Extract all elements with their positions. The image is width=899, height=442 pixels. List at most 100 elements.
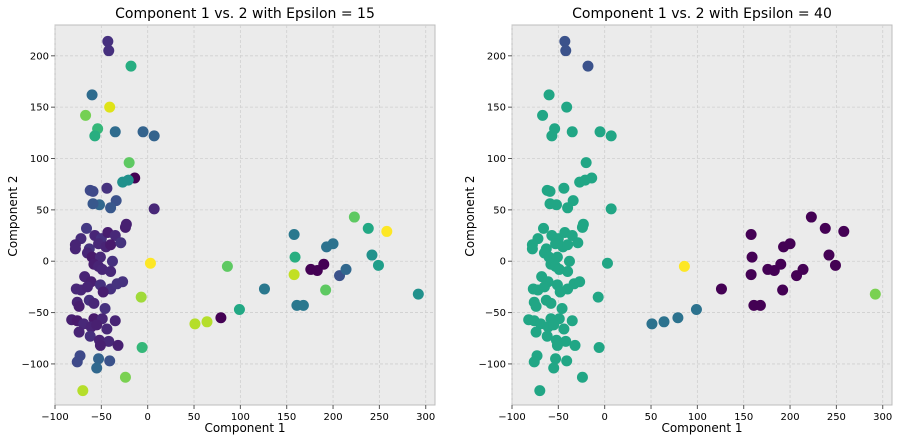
- data-point: [88, 297, 100, 309]
- x-tick-label: 100: [231, 412, 250, 423]
- data-point: [327, 238, 339, 250]
- data-point: [148, 203, 160, 215]
- data-point: [77, 385, 89, 397]
- y-tick-label: 50: [493, 205, 506, 216]
- data-point: [96, 263, 108, 275]
- y-tick-label: 0: [43, 257, 49, 268]
- data-point: [775, 258, 787, 270]
- y-axis-label: Component 2: [6, 175, 20, 256]
- data-point: [73, 300, 85, 312]
- data-point: [544, 185, 556, 197]
- x-tick-label: −50: [91, 412, 112, 423]
- data-point: [93, 353, 105, 365]
- data-point: [73, 326, 85, 338]
- data-point: [605, 130, 617, 142]
- data-point: [135, 291, 147, 303]
- x-tick-label: −100: [41, 412, 68, 423]
- data-point: [120, 218, 132, 230]
- x-tick-label: 300: [873, 412, 892, 423]
- chart-title: Component 1 vs. 2 with Epsilon = 15: [115, 6, 375, 22]
- data-point: [569, 339, 581, 351]
- data-point: [101, 323, 113, 335]
- data-point: [592, 291, 604, 303]
- y-tick-label: 200: [30, 51, 49, 62]
- data-point: [91, 362, 103, 374]
- y-tick-label: 200: [487, 51, 506, 62]
- data-point: [81, 222, 93, 234]
- data-point: [548, 362, 560, 374]
- data-point: [541, 330, 553, 342]
- y-tick-label: 150: [30, 103, 49, 114]
- data-point: [119, 371, 131, 383]
- data-point: [215, 312, 227, 324]
- data-point: [84, 330, 96, 342]
- data-point: [566, 315, 578, 327]
- data-point: [805, 211, 817, 223]
- data-point: [658, 316, 670, 328]
- data-point: [288, 229, 300, 241]
- data-point: [81, 281, 93, 293]
- scatter-panel-epsilon-15: Component 1 vs. 2 with Epsilon = 15 Comp…: [6, 6, 436, 435]
- data-point: [553, 263, 565, 275]
- data-point: [123, 157, 135, 169]
- y-tick-label: −100: [22, 359, 49, 370]
- data-point: [551, 339, 563, 351]
- x-tick-label: 50: [188, 412, 201, 423]
- x-tick-label: 0: [601, 412, 607, 423]
- data-point: [115, 237, 127, 249]
- data-point: [562, 202, 574, 214]
- data-point: [784, 238, 796, 250]
- data-point: [221, 260, 233, 272]
- data-points: [66, 35, 424, 397]
- data-point: [97, 286, 109, 298]
- x-tick-label: 0: [144, 412, 150, 423]
- plot-area: [511, 24, 893, 406]
- data-point: [99, 302, 111, 314]
- data-point: [561, 101, 573, 113]
- data-point: [125, 60, 137, 72]
- data-point: [559, 35, 571, 47]
- data-point: [104, 355, 116, 367]
- data-point: [576, 371, 588, 383]
- data-point: [672, 312, 684, 324]
- data-point: [579, 174, 591, 186]
- data-point: [545, 297, 557, 309]
- data-point: [89, 130, 101, 142]
- data-point: [678, 260, 690, 272]
- data-point: [594, 126, 606, 138]
- data-point: [297, 299, 309, 311]
- y-tick-label: −50: [485, 308, 506, 319]
- data-point: [105, 239, 117, 251]
- data-point: [320, 284, 332, 296]
- data-point: [593, 341, 605, 353]
- data-point: [106, 255, 118, 267]
- y-tick-label: 100: [487, 154, 506, 165]
- data-point: [797, 263, 809, 275]
- data-point: [80, 109, 92, 121]
- data-point: [91, 319, 103, 331]
- data-point: [348, 211, 360, 223]
- data-point: [869, 288, 881, 300]
- data-point: [148, 130, 160, 142]
- data-point: [103, 45, 115, 57]
- x-axis-label: Component 1: [661, 421, 742, 435]
- data-point: [288, 269, 300, 281]
- data-point: [560, 335, 572, 347]
- data-point: [562, 265, 574, 277]
- data-point: [144, 257, 156, 269]
- data-point: [562, 239, 574, 251]
- data-point: [566, 126, 578, 138]
- data-point: [560, 45, 572, 57]
- data-point: [601, 257, 613, 269]
- data-point: [558, 323, 570, 335]
- data-point: [550, 353, 562, 365]
- data-point: [102, 35, 114, 47]
- y-tick-label: 0: [500, 257, 506, 268]
- x-tick-label: 250: [370, 412, 389, 423]
- data-point: [189, 318, 201, 330]
- y-tick-label: −50: [28, 308, 49, 319]
- data-point: [122, 174, 134, 186]
- data-point: [646, 318, 658, 330]
- data-point: [109, 126, 121, 138]
